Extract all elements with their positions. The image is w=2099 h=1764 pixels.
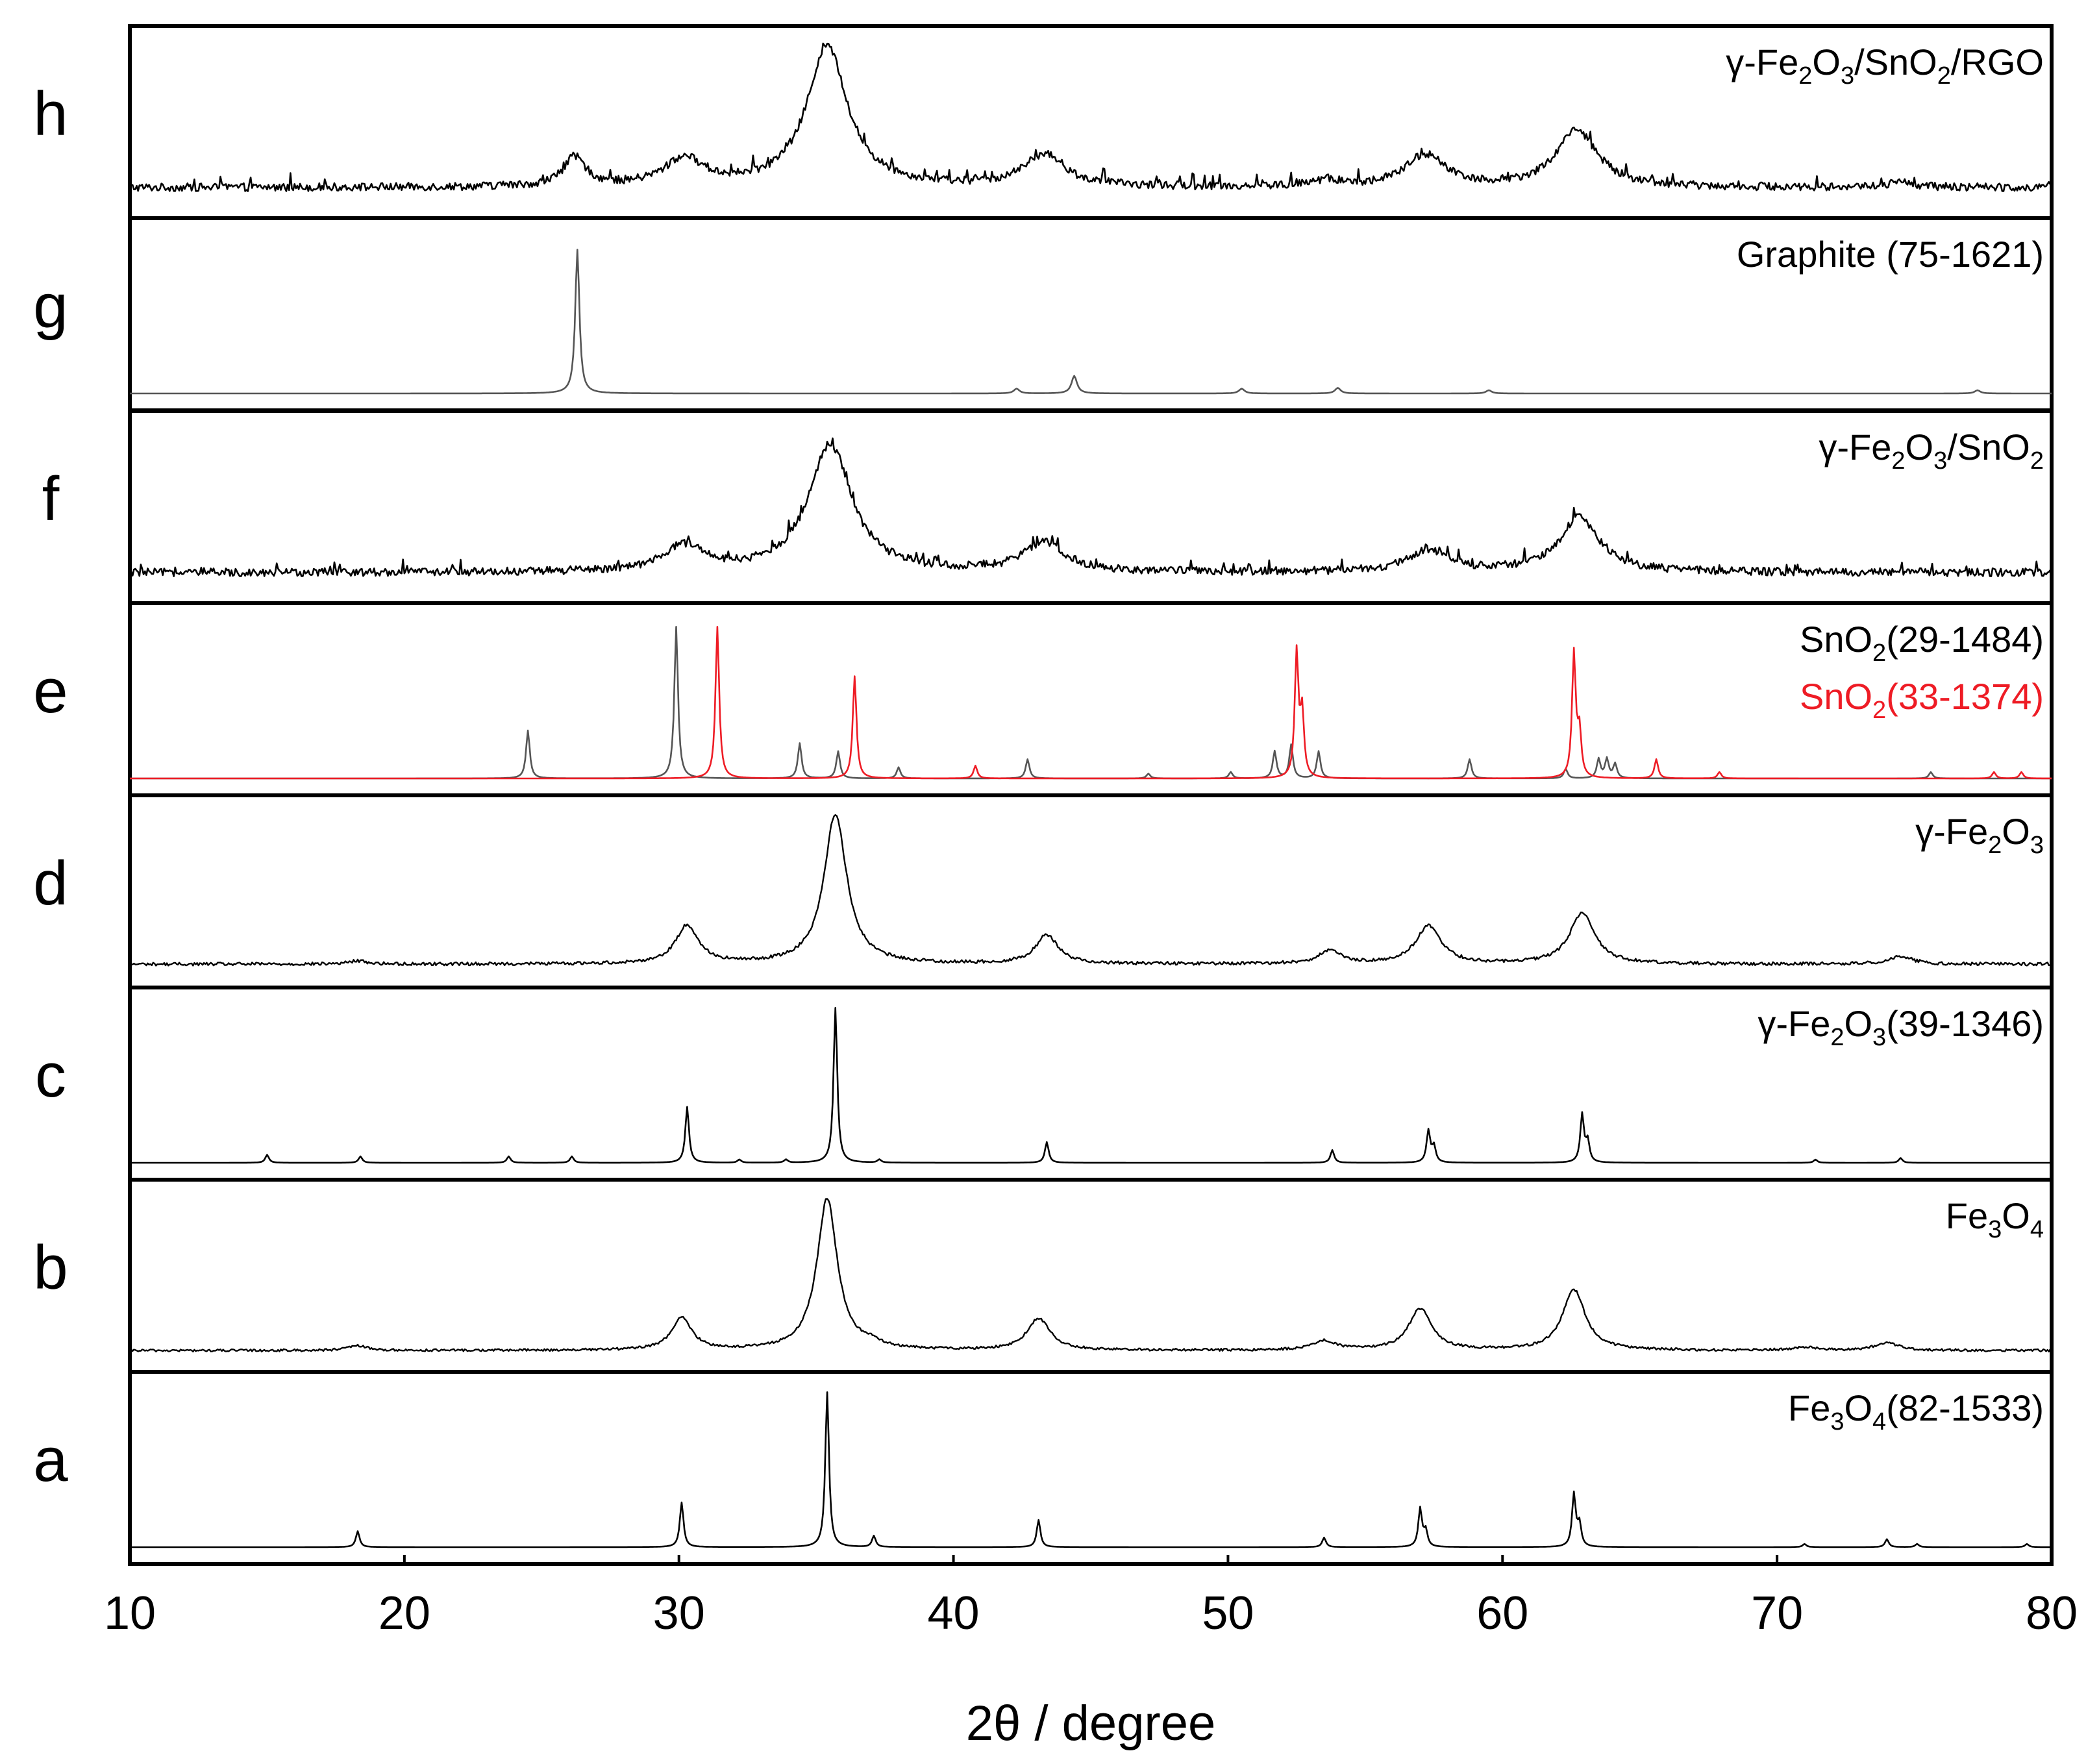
series-label: Fe3O4(82-1533) bbox=[1788, 1387, 2044, 1435]
panel-letter: g bbox=[33, 271, 68, 341]
panel-letter: b bbox=[33, 1233, 68, 1302]
label-part: /RGO bbox=[1951, 42, 2044, 82]
series-label: Graphite (75-1621) bbox=[1737, 234, 2044, 275]
panel-letter: f bbox=[42, 464, 60, 534]
label-part: 3 bbox=[1933, 447, 1947, 475]
panel-letter: h bbox=[33, 79, 68, 149]
series-label: SnO2(33-1374) bbox=[1800, 676, 2044, 724]
x-tick-label: 40 bbox=[928, 1587, 980, 1639]
label-part: O bbox=[1906, 427, 1934, 467]
label-part: 2 bbox=[2030, 447, 2044, 475]
label-part: 4 bbox=[2030, 1216, 2044, 1243]
series-label: γ-Fe2O3/SnO2/RGO bbox=[1726, 42, 2044, 90]
label-part: 2 bbox=[1872, 697, 1886, 724]
x-tick-label: 70 bbox=[1751, 1587, 1803, 1639]
label-part: 3 bbox=[1988, 1216, 2002, 1243]
series-label: γ-Fe2O3(39-1346) bbox=[1757, 1003, 2044, 1051]
panel-letter: c bbox=[35, 1041, 66, 1110]
label-part: (33-1374) bbox=[1886, 676, 2044, 717]
label-part: SnO bbox=[1800, 676, 1872, 717]
label-part: SnO bbox=[1800, 619, 1872, 660]
label-part: O bbox=[2002, 1195, 2030, 1236]
x-tick-label: 80 bbox=[2026, 1587, 2078, 1639]
series-label: Fe3O4 bbox=[1946, 1195, 2044, 1243]
label-part: /SnO bbox=[1947, 427, 2030, 467]
series-line-Fe3O4 bbox=[129, 1198, 2052, 1352]
label-part: (29-1484) bbox=[1886, 619, 2044, 660]
label-part: O bbox=[1844, 1003, 1872, 1044]
x-axis-label: 2θ / degree bbox=[966, 1696, 1216, 1751]
label-part: Fe bbox=[1788, 1387, 1830, 1428]
label-part: /SnO bbox=[1854, 42, 1937, 82]
label-part: Graphite (75-1621) bbox=[1737, 234, 2044, 275]
label-part: (82-1533) bbox=[1886, 1387, 2044, 1428]
series-line-γ-Fe2O3/SnO2 bbox=[129, 437, 2053, 577]
x-tick-label: 30 bbox=[653, 1587, 705, 1639]
label-part: 2 bbox=[1988, 832, 2002, 859]
x-tick-label: 60 bbox=[1476, 1587, 1528, 1639]
label-part: 4 bbox=[1872, 1408, 1886, 1435]
panel-d: d γ-Fe2O3 bbox=[33, 793, 2054, 989]
series-line-Fe3O4(82-1533) bbox=[130, 1391, 2052, 1548]
label-part: 3 bbox=[1841, 62, 1854, 90]
panel-a: a Fe3O4(82-1533) bbox=[33, 1370, 2054, 1566]
label-part: γ-Fe bbox=[1757, 1003, 1830, 1044]
series-label: γ-Fe2O3 bbox=[1915, 811, 2044, 859]
series-line-γ-Fe2O3/SnO2/RGO bbox=[129, 42, 2053, 192]
label-part: γ-Fe bbox=[1915, 811, 1988, 852]
label-part: O bbox=[1844, 1387, 1872, 1428]
series-line-SnO2(33-1374) bbox=[130, 626, 2052, 780]
x-tick-label: 50 bbox=[1202, 1587, 1254, 1639]
x-axis: 10 20 30 40 50 60 70 80 bbox=[104, 1555, 2078, 1639]
panel-letter: a bbox=[33, 1425, 68, 1495]
series-label: SnO2(29-1484) bbox=[1800, 619, 2044, 667]
series-line-γ-Fe2O3(39-1346) bbox=[130, 1007, 2052, 1164]
label-part: 3 bbox=[2030, 832, 2044, 859]
label-part: 2 bbox=[1830, 1024, 1844, 1051]
series-line-Graphite (75-1621) bbox=[130, 249, 2052, 395]
label-part: O bbox=[2002, 811, 2030, 852]
x-tick-label: 10 bbox=[104, 1587, 156, 1639]
x-tick-label: 20 bbox=[379, 1587, 430, 1639]
label-part: 2 bbox=[1872, 640, 1886, 667]
label-part: 2 bbox=[1798, 62, 1812, 90]
label-part: γ-Fe bbox=[1726, 42, 1798, 82]
label-part: 2 bbox=[1891, 447, 1905, 475]
panel-letter: d bbox=[33, 849, 68, 918]
label-part: 3 bbox=[1830, 1408, 1844, 1435]
label-part: 3 bbox=[1872, 1024, 1886, 1051]
label-part: γ-Fe bbox=[1819, 427, 1891, 467]
label-part: 2 bbox=[1937, 62, 1951, 90]
label-part: Fe bbox=[1946, 1195, 1988, 1236]
panel-frame bbox=[128, 1370, 2054, 1566]
label-part: O bbox=[1812, 42, 1841, 82]
label-part: (39-1346) bbox=[1886, 1003, 2044, 1044]
panel-letter: e bbox=[33, 656, 68, 726]
series-line-γ-Fe2O3 bbox=[129, 814, 2052, 967]
series-label: γ-Fe2O3/SnO2 bbox=[1819, 427, 2044, 475]
